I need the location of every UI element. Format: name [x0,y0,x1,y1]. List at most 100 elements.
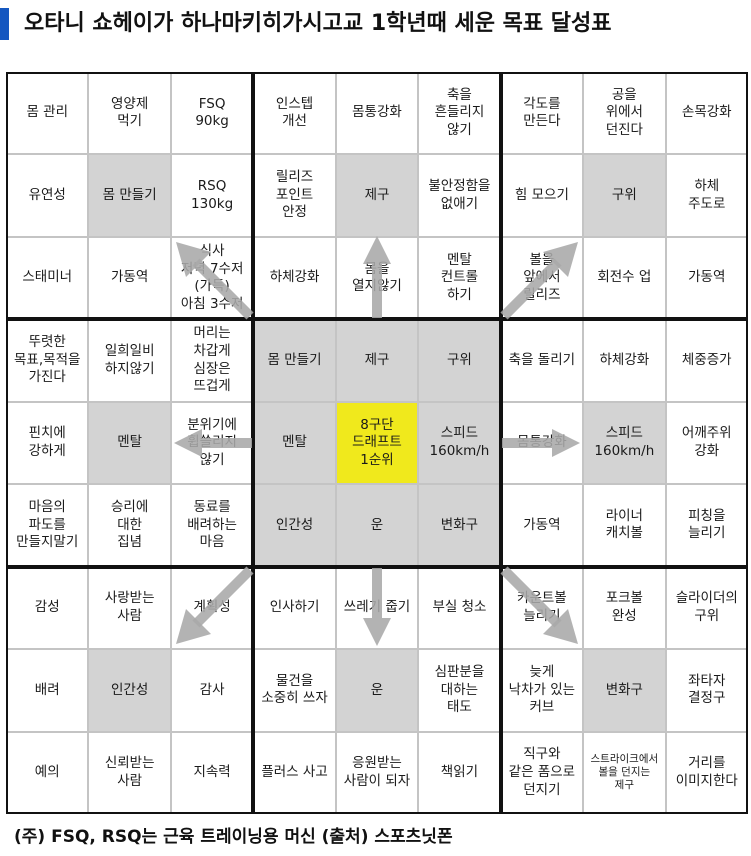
goal-cell: 몸통강화 [335,72,419,155]
goal-cell: 힘 모으기 [500,154,584,237]
goal-cell-text: 가동역 [111,269,149,286]
goal-cell-text: 축을 돌리기 [508,351,576,368]
goal-cell-text: 직구와 같은 폼으로 던지기 [508,746,576,798]
goal-cell: 불안정함을 없애기 [418,154,501,237]
goal-cell: 슬라이더의 구위 [665,566,748,650]
goal-cell-text: 감성 [34,599,60,616]
main-goal-cell: 8구단 드래프트 1순위 [335,401,419,485]
goal-chart: 몸 관리 영양제 먹기 FSQ 90kg 인스텝 개선 몸통강화 축을 흔들리지 않기 각도… [6,72,748,814]
goal-cell: 멘탈 컨트롤 하기 [418,236,501,320]
goal-cell: 제구 [335,319,419,402]
title-bar: 오타니 쇼헤이가 하나마키히가시고교 1학년때 세운 목표 달성표 [0,6,751,46]
goal-cell-text: 스피드 160km/h [594,425,655,459]
goal-cell-text: 어깨주위 강화 [681,425,732,459]
goal-cell-text: 신뢰받는 사람 [104,755,155,789]
goal-cell: 마음의 파도를 만들지말기 [6,484,89,567]
goal-cell-text: 응원받는 사람이 되자 [343,755,411,789]
goal-cell-text: 축을 흔들리지 않기 [434,86,485,138]
goal-cell-text: 쓰레기 줍기 [343,599,411,616]
goal-cell-text: FSQ 90kg [195,95,229,130]
goal-cell-text: 운 [370,681,384,698]
goal-cell: 변화구 [418,484,501,567]
goal-cell: 응원받는 사람이 되자 [335,731,419,814]
goal-cell: 공을 위에서 던진다 [583,72,666,155]
goal-cell-text: 힘 모으기 [514,186,569,203]
goal-cell-text: 몸통강화 [352,104,402,121]
goal-cell: 카운트볼 늘리기 [500,566,584,650]
goal-cell-text: 인스텝 개선 [275,95,314,130]
goal-cell-text: 회전수 업 [597,269,652,286]
goal-cell: 몸 만들기 [253,319,336,402]
goal-cell: 하체강화 [253,236,336,320]
goal-cell-text: 일희일비 하지않기 [104,343,155,377]
goal-cell: 몸을 열지않기 [335,236,419,320]
goal-cell-text: 인간성 [111,681,149,698]
goal-cell: 감성 [6,566,89,650]
goal-cell-text: 부실 청소 [432,599,487,616]
footnote: (주) FSQ, RSQ는 근육 트레이닝용 머신 (출처) 스포츠닛폰 [14,827,453,847]
goal-cell-text: 스트라이크에서 볼을 던지는 제구 [590,753,659,792]
goal-cell-text: 포크볼 완성 [605,590,643,624]
goal-cell-text: 인간성 [275,516,314,533]
goal-cell-text: 변화구 [440,516,479,533]
goal-cell-text: 몸을 열지않기 [352,260,402,295]
goal-cell: 라이너 캐치볼 [583,484,666,567]
goal-cell: 손목강화 [665,72,748,155]
goal-cell: 운 [335,484,419,567]
goal-cell: FSQ 90kg [170,72,254,155]
goal-cell-text: 릴리즈 포인트 안정 [275,169,314,221]
goal-cell: 거리를 이미지한다 [665,731,748,814]
goal-cell-text: 멘탈 [282,434,307,451]
goal-cell-text: 8구단 드래프트 1순위 [352,416,402,468]
goal-cell: 체중증가 [665,319,748,402]
goal-cell: 계획성 [170,566,254,650]
goal-cell: 부실 청소 [418,566,501,650]
goal-cell: 배려 [6,649,89,732]
goal-cell: 머리는 차갑게 심장은 뜨겁게 [170,319,254,402]
goal-cell-text: 거리를 이미지한다 [675,755,738,789]
goal-cell-text: 라이너 캐치볼 [605,507,643,542]
goal-cell: 일희일비 하지않기 [88,319,171,402]
goal-cell-text: 가동역 [688,269,726,286]
goal-cell: 인스텝 개선 [253,72,336,155]
goal-cell: 포크볼 완성 [583,566,666,650]
goal-cell-text: 스태미너 [22,269,73,286]
goal-cell-text: 영양제 먹기 [111,95,149,130]
goal-cell: 쓰레기 줍기 [335,566,419,650]
goal-cell-text: 제구 [364,351,390,368]
goal-cell-text: 슬라이더의 구위 [675,590,738,624]
goal-cell-text: 멘탈 [117,434,143,451]
title-accent-bar [0,8,9,40]
goal-cell: 스태미너 [6,236,89,320]
goal-cell: 몸 만들기 [88,154,171,237]
goal-cell: 동료를 배려하는 마음 [170,484,254,567]
goal-cell: 축을 흔들리지 않기 [418,72,501,155]
goal-cell-text: 계획성 [193,599,231,616]
goal-cell: 뚜렷한 목표,목적을 가진다 [6,319,89,402]
goal-cell: 사랑받는 사람 [88,566,171,650]
goal-cell: 각도를 만든다 [500,72,584,155]
goal-cell-text: 마음의 파도를 만들지말기 [16,499,79,551]
goal-cell-text: 몸 관리 [26,104,68,121]
goal-cell-text: 좌타자 결정구 [688,672,726,707]
goal-cell: 가동역 [665,236,748,320]
goal-cell: 스피드 160km/h [583,401,666,485]
goal-cell-text: 동료를 배려하는 마음 [187,499,237,551]
goal-cell: 가동역 [88,236,171,320]
goal-cell-text: 하체강화 [269,269,320,286]
goal-cell-text: 물건을 소중히 쓰자 [261,672,328,707]
goal-cell-text: 심판분을 대하는 태도 [434,664,485,716]
goal-cell-text: 피칭을 늘리기 [688,507,726,542]
goal-cell: 신뢰받는 사람 [88,731,171,814]
goal-cell-text: 제구 [364,186,390,203]
goal-cell-text: 뚜렷한 목표,목적을 가진다 [14,334,81,386]
goal-cell-text: 구위 [447,351,472,368]
goal-cell: 예의 [6,731,89,814]
goal-cell: 플러스 사고 [253,731,336,814]
goal-cell: 스트라이크에서 볼을 던지는 제구 [583,731,666,814]
goal-cell: 심판분을 대하는 태도 [418,649,501,732]
goal-cell-text: 지속력 [193,763,231,780]
goal-cell-text: 감사 [199,681,225,698]
goal-cell-text: 인사하기 [269,599,320,616]
goal-cell-text: 가동역 [523,516,561,533]
